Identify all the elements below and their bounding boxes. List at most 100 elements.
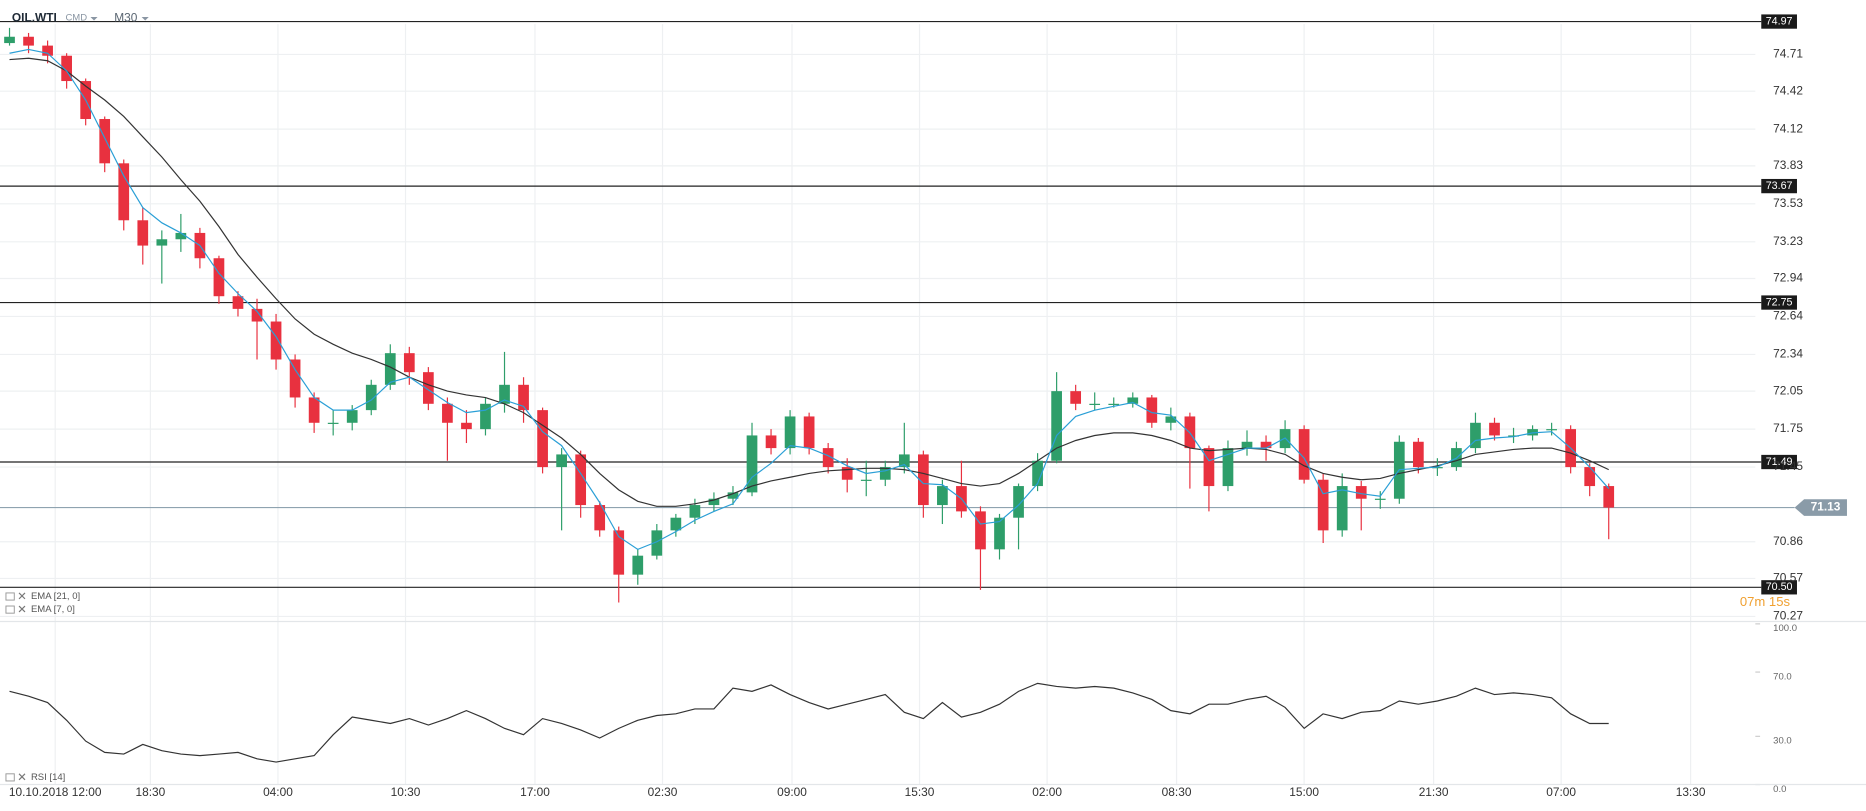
- candle-body: [137, 220, 149, 246]
- levels: 07m 15s 74.97 73.67 72.75 71.49 70.50 71.13: [0, 14, 1847, 609]
- y-tick-label: 72.94: [1773, 271, 1803, 285]
- candle-body: [822, 448, 834, 468]
- x-tick-label: 18:30: [136, 785, 166, 799]
- x-tick-label: 02:00: [1032, 785, 1062, 799]
- last-price-badge: [1794, 499, 1847, 516]
- level-label: 71.49: [1766, 456, 1793, 468]
- candle-body: [860, 479, 872, 481]
- candle-body: [365, 384, 377, 411]
- x-tick-label: 08:30: [1162, 785, 1192, 799]
- candle-body: [765, 435, 777, 449]
- candle-body: [1355, 486, 1367, 499]
- candle-body: [670, 517, 682, 531]
- ema-line: [9, 57, 1609, 507]
- y-tick-label: 74.71: [1773, 47, 1803, 61]
- candle-body: [423, 372, 434, 404]
- rsi-tick-label: 0.0: [1773, 784, 1786, 795]
- candle-body: [803, 416, 815, 449]
- level-badge: [1761, 14, 1797, 29]
- candle-body: [898, 454, 910, 468]
- candle-body: [175, 232, 187, 240]
- y-tick-label: 72.64: [1773, 309, 1803, 323]
- y-tick-label: 70.27: [1773, 609, 1803, 623]
- candle-body: [251, 308, 263, 322]
- y-tick-label: 73.53: [1773, 196, 1803, 210]
- candle-body: [1032, 460, 1043, 487]
- candle-body: [594, 505, 606, 531]
- dropdown-icon[interactable]: [90, 16, 98, 21]
- candle-body: [1412, 441, 1424, 468]
- marks: [4, 27, 1615, 763]
- axes: 74.71 74.42 74.12 73.83 73.53 73.23 72.94 72.64…: [0, 47, 1866, 799]
- rsi-tick-label: 30.0: [1773, 736, 1792, 747]
- candle-body: [1222, 448, 1234, 487]
- candle-body: [327, 422, 339, 424]
- candle-body: [1584, 467, 1596, 487]
- candle-body: [613, 530, 625, 575]
- candle-body: [346, 410, 358, 423]
- candle-body: [1260, 441, 1272, 449]
- candle-body: [1336, 486, 1348, 531]
- candle-body: [1146, 397, 1158, 423]
- candle-body: [1546, 429, 1557, 431]
- y-tick-label: 74.12: [1773, 121, 1803, 135]
- y-tick-label: 73.83: [1773, 158, 1803, 172]
- rsi-tick-label: 100.0: [1773, 623, 1797, 634]
- legend-icon: [5, 592, 15, 601]
- x-tick-label: 02:30: [648, 785, 678, 799]
- candle-body: [1317, 479, 1329, 531]
- y-tick-label: 71.45: [1773, 459, 1803, 473]
- candle-body: [537, 410, 548, 468]
- y-tick-label: 73.23: [1773, 234, 1803, 248]
- x-tick-label: 10.10.2018 12:00: [9, 785, 102, 799]
- candle-body: [99, 119, 111, 164]
- candle-body: [499, 384, 510, 404]
- candle-body: [1489, 422, 1500, 436]
- candle-body: [480, 403, 491, 430]
- x-tick-label: 09:00: [777, 785, 807, 799]
- candle-body: [118, 163, 130, 221]
- ema-line: [9, 48, 1610, 551]
- candle-body: [937, 486, 948, 506]
- candle-body: [917, 454, 929, 506]
- candle-body: [841, 467, 853, 480]
- legend-close-icon: [18, 773, 26, 781]
- rsi-line: [9, 682, 1609, 763]
- candle-body: [1298, 429, 1310, 480]
- legend-close-icon: [18, 592, 26, 600]
- candle-body: [403, 353, 415, 373]
- x-tick-label: 21:30: [1419, 785, 1449, 799]
- candle-body: [1508, 435, 1519, 437]
- candle-body: [308, 397, 320, 423]
- level-badge: [1761, 454, 1797, 470]
- candle-body: [4, 36, 15, 44]
- legend: EMA [21, 0] EMA [7, 0] RSI [14]: [5, 591, 80, 783]
- candle-body: [575, 454, 587, 506]
- candle-body: [1165, 416, 1177, 423]
- dropdown-icon[interactable]: [141, 16, 149, 21]
- x-tick-label: 04:00: [263, 785, 293, 799]
- candle-body: [975, 511, 986, 550]
- y-tick-label: 72.34: [1773, 347, 1803, 361]
- level-badge: [1761, 178, 1797, 194]
- candle-body: [746, 435, 758, 493]
- candle-body: [1108, 403, 1120, 405]
- legend-icon: [5, 773, 15, 782]
- market[interactable]: CMD: [65, 13, 87, 24]
- y-tick-label: 70.57: [1773, 571, 1803, 585]
- candle-body: [632, 555, 644, 575]
- candle-body: [1374, 498, 1386, 500]
- level-label: 74.97: [1766, 15, 1793, 27]
- candle-body: [994, 517, 1005, 550]
- x-tick-label: 17:00: [520, 785, 550, 799]
- candle-body: [442, 403, 453, 423]
- countdown: 07m 15s: [1740, 594, 1791, 609]
- symbol[interactable]: OIL.WTI: [12, 10, 57, 24]
- candle-body: [784, 416, 796, 449]
- interval[interactable]: M30: [114, 10, 138, 24]
- candle-body: [518, 384, 529, 411]
- candle-body: [232, 296, 244, 309]
